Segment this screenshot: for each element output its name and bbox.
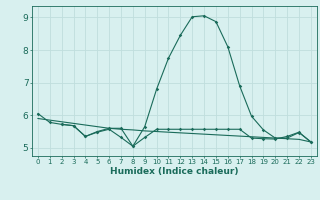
X-axis label: Humidex (Indice chaleur): Humidex (Indice chaleur) (110, 167, 239, 176)
